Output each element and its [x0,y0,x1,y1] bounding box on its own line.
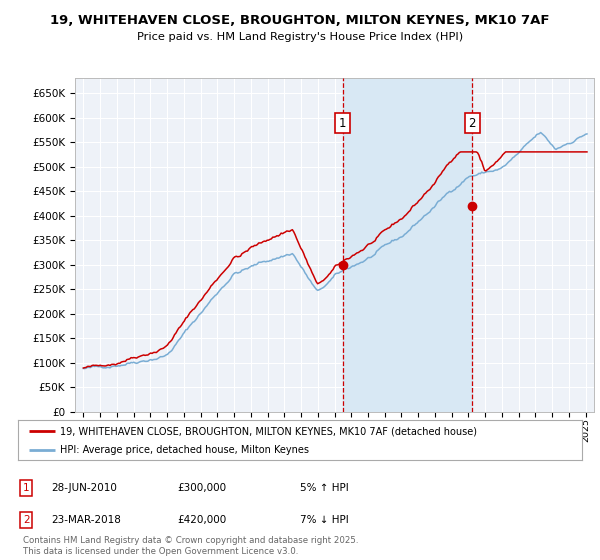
Text: 28-JUN-2010: 28-JUN-2010 [51,483,117,493]
Text: 7% ↓ HPI: 7% ↓ HPI [300,515,349,525]
Text: 1: 1 [339,117,346,130]
Text: £300,000: £300,000 [177,483,226,493]
Text: 19, WHITEHAVEN CLOSE, BROUGHTON, MILTON KEYNES, MK10 7AF (detached house): 19, WHITEHAVEN CLOSE, BROUGHTON, MILTON … [60,426,478,436]
Text: 23-MAR-2018: 23-MAR-2018 [51,515,121,525]
Bar [343,78,472,412]
Text: 1: 1 [23,483,29,493]
Text: 5% ↑ HPI: 5% ↑ HPI [300,483,349,493]
Text: Price paid vs. HM Land Registry's House Price Index (HPI): Price paid vs. HM Land Registry's House … [137,32,463,43]
Text: HPI: Average price, detached house, Milton Keynes: HPI: Average price, detached house, Milt… [60,445,310,455]
Text: Contains HM Land Registry data © Crown copyright and database right 2025.
This d: Contains HM Land Registry data © Crown c… [23,536,358,556]
Text: 19, WHITEHAVEN CLOSE, BROUGHTON, MILTON KEYNES, MK10 7AF: 19, WHITEHAVEN CLOSE, BROUGHTON, MILTON … [50,14,550,27]
Text: 2: 2 [23,515,29,525]
Text: £420,000: £420,000 [177,515,226,525]
Text: 2: 2 [469,117,476,130]
